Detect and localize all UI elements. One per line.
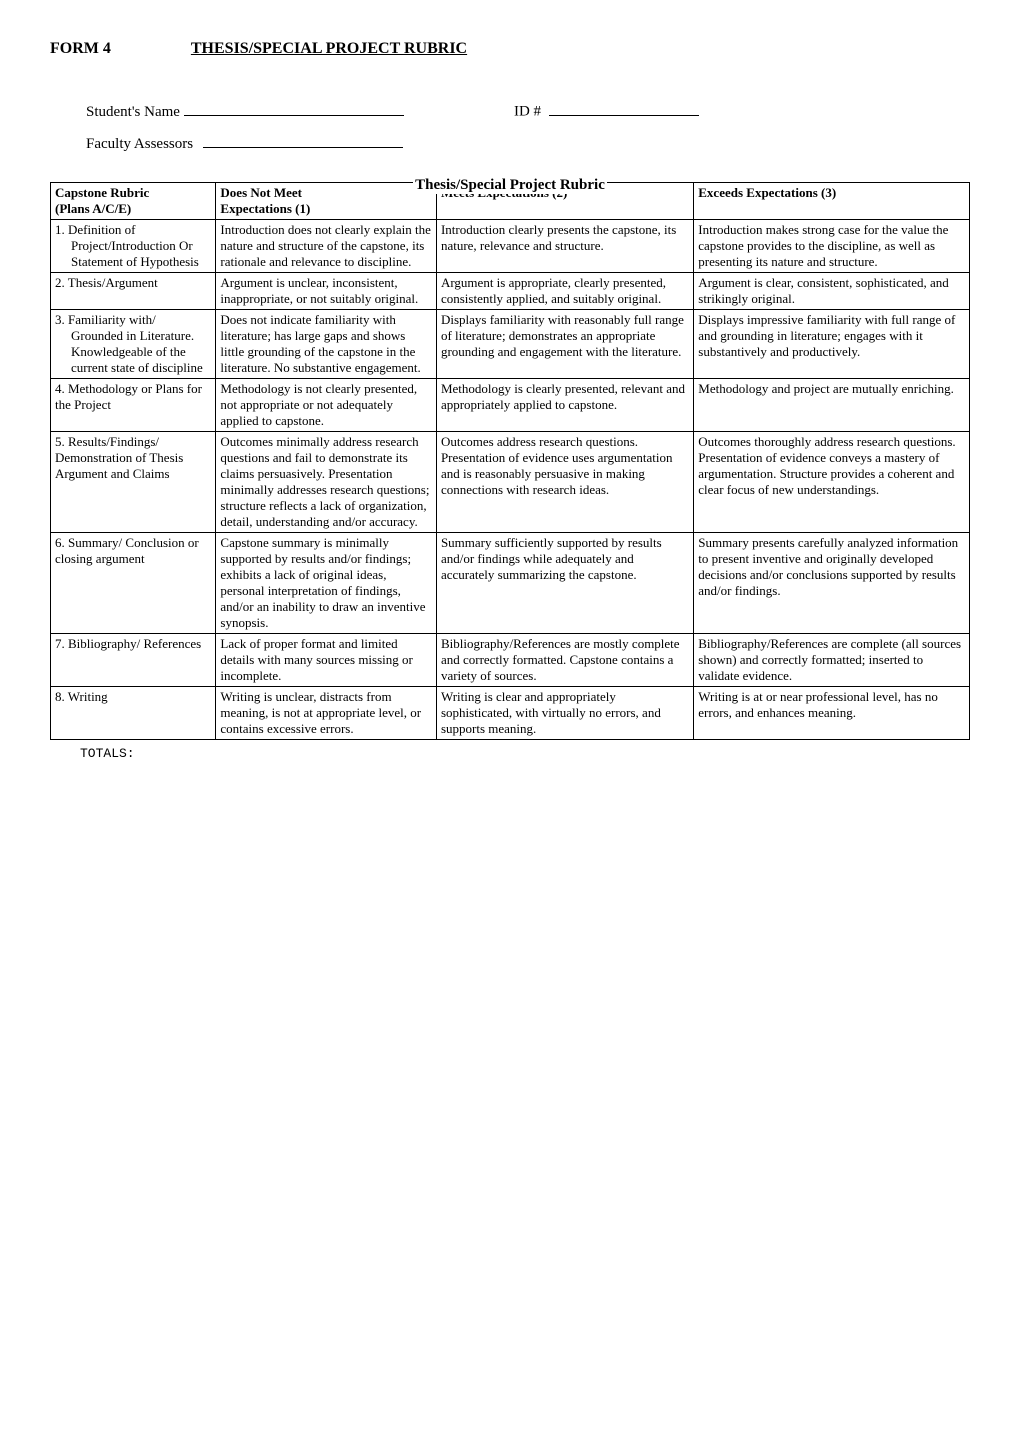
row-label: 4. Methodology or Plans for the Project	[51, 379, 216, 432]
table-row: 5. Results/Findings/ Demonstration of Th…	[51, 432, 970, 533]
form-label: FORM 4	[50, 40, 111, 58]
cell-level-3: Introduction makes strong case for the v…	[694, 220, 970, 273]
row-label-sub: Grounded in Literature. Knowledgeable of…	[55, 328, 211, 376]
totals-label: TOTALS:	[80, 746, 970, 761]
cell-level-3: Methodology and project are mutually enr…	[694, 379, 970, 432]
row-label: 1. Definition ofProject/Introduction Or …	[51, 220, 216, 273]
table-row: 6. Summary/ Conclusion or closing argume…	[51, 533, 970, 634]
cell-level-2: Methodology is clearly presented, releva…	[436, 379, 693, 432]
cell-level-3: Argument is clear, consistent, sophistic…	[694, 273, 970, 310]
row-label-main: 6. Summary/ Conclusion or closing argume…	[55, 535, 199, 566]
table-row: 8. Writing Writing is unclear, distracts …	[51, 687, 970, 740]
cell-level-3: Displays impressive familiarity with ful…	[694, 310, 970, 379]
rubric-title-wrap: Thesis/Special Project Rubric	[50, 177, 970, 194]
row-label: 6. Summary/ Conclusion or closing argume…	[51, 533, 216, 634]
cell-level-1: Lack of proper format and limited detail…	[216, 634, 437, 687]
cell-level-2: Summary sufficiently supported by result…	[436, 533, 693, 634]
cell-level-2: Argument is appropriate, clearly present…	[436, 273, 693, 310]
cell-level-1: Methodology is not clearly presented, no…	[216, 379, 437, 432]
cell-level-1: Introduction does not clearly explain th…	[216, 220, 437, 273]
page-header: FORM 4 THESIS/SPECIAL PROJECT RUBRIC	[50, 40, 970, 58]
table-row: 4. Methodology or Plans for the Project M…	[51, 379, 970, 432]
cell-level-2: Writing is clear and appropriately sophi…	[436, 687, 693, 740]
cell-level-2: Displays familiarity with reasonably ful…	[436, 310, 693, 379]
cell-level-3: Outcomes thoroughly address research que…	[694, 432, 970, 533]
cell-level-1: Outcomes minimally address research ques…	[216, 432, 437, 533]
student-name-label: Student's Name	[86, 104, 180, 121]
cell-level-3: Summary presents carefully analyzed info…	[694, 533, 970, 634]
faculty-assessors-input[interactable]	[203, 131, 403, 149]
id-label: ID #	[514, 104, 541, 120]
id-field: ID #	[514, 98, 699, 121]
cell-level-1: Writing is unclear, distracts from meani…	[216, 687, 437, 740]
row-label: 8. Writing	[51, 687, 216, 740]
cell-level-1: Capstone summary is minimally supported …	[216, 533, 437, 634]
row-label: 5. Results/Findings/ Demonstration of Th…	[51, 432, 216, 533]
row-label-main: 8. Writing	[55, 689, 108, 704]
id-input[interactable]	[549, 98, 699, 116]
row-label-main: 4. Methodology or Plans for the Project	[55, 381, 202, 412]
col-header-1-sub: Expectations (1)	[220, 201, 310, 216]
table-row: 7. Bibliography/ References Lack of prope…	[51, 634, 970, 687]
row-label-main: 3. Familiarity with/	[55, 312, 156, 327]
row-label: 3. Familiarity with/Grounded in Literatu…	[51, 310, 216, 379]
row-label: 7. Bibliography/ References	[51, 634, 216, 687]
row-label-main: 1. Definition of	[55, 222, 136, 237]
table-row: 1. Definition ofProject/Introduction Or …	[51, 220, 970, 273]
row-label-sub: Project/Introduction Or Statement of Hyp…	[55, 238, 211, 270]
faculty-assessors-row: Faculty Assessors	[86, 131, 970, 154]
cell-level-1: Does not indicate familiarity with liter…	[216, 310, 437, 379]
row-label: 2. Thesis/Argument	[51, 273, 216, 310]
row-label-main: 7. Bibliography/ References	[55, 636, 201, 651]
cell-level-2: Outcomes address research questions. Pre…	[436, 432, 693, 533]
table-row: 3. Familiarity with/Grounded in Literatu…	[51, 310, 970, 379]
cell-level-1: Argument is unclear, inconsistent, inapp…	[216, 273, 437, 310]
student-name-input[interactable]	[184, 98, 404, 116]
rubric-table: Capstone Rubric (Plans A/C/E) Does Not M…	[50, 182, 970, 740]
rubric-heading: Thesis/Special Project Rubric	[413, 177, 607, 194]
row-label-main: 2. Thesis/Argument	[55, 275, 158, 290]
col-header-0-sub: (Plans A/C/E)	[55, 201, 131, 216]
table-row: 2. Thesis/Argument Argument is unclear, i…	[51, 273, 970, 310]
student-name-row: Student's Name ID #	[86, 98, 970, 121]
cell-level-3: Bibliography/References are complete (al…	[694, 634, 970, 687]
row-label-main: 5. Results/Findings/ Demonstration of Th…	[55, 434, 183, 481]
cell-level-3: Writing is at or near professional level…	[694, 687, 970, 740]
page-title: THESIS/SPECIAL PROJECT RUBRIC	[191, 40, 467, 58]
cell-level-2: Introduction clearly presents the capsto…	[436, 220, 693, 273]
cell-level-2: Bibliography/References are mostly compl…	[436, 634, 693, 687]
faculty-assessors-label: Faculty Assessors	[86, 136, 193, 153]
